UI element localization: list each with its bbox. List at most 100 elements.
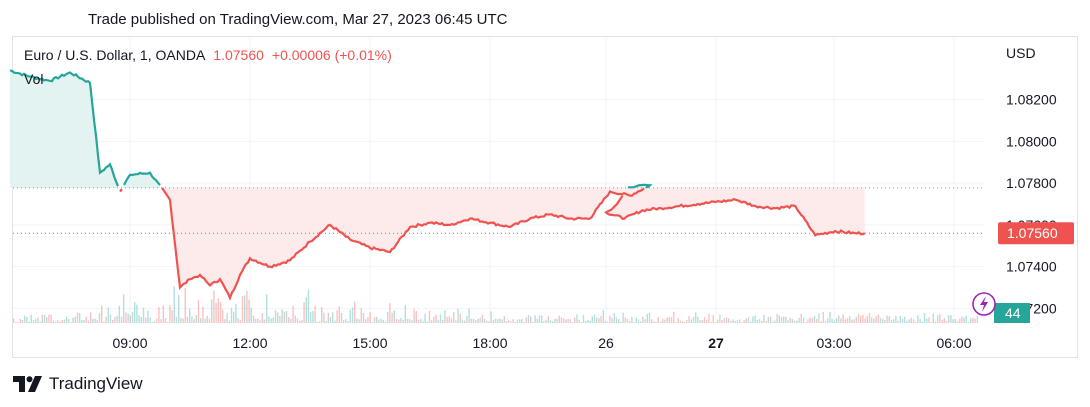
volume-bar <box>32 320 35 323</box>
volume-bar <box>923 313 926 323</box>
volume-bar <box>670 317 673 323</box>
volume-bar <box>197 299 200 323</box>
volume-bar <box>288 317 290 323</box>
volume-bar <box>787 320 789 323</box>
volume-bar <box>917 315 919 323</box>
volume-bar <box>899 316 901 323</box>
volume-bar <box>890 319 893 323</box>
volume-bar <box>358 319 360 323</box>
volume-bar <box>37 317 39 323</box>
volume-bar <box>532 321 534 323</box>
volume-bar <box>752 316 754 323</box>
volume-bar <box>191 316 193 323</box>
volume-bar <box>217 298 219 323</box>
volume-bar <box>879 318 882 323</box>
volume-bar <box>437 320 439 323</box>
volume-bar <box>15 322 17 323</box>
volume-bar <box>961 316 963 323</box>
volume-bar <box>398 319 400 323</box>
volume-bar <box>816 318 818 323</box>
volume-bar <box>919 318 921 323</box>
volume-bar <box>50 314 52 323</box>
volume-bar <box>516 319 519 323</box>
volume-bar <box>35 318 37 323</box>
volume-bar <box>820 321 822 323</box>
volume-bar <box>675 322 677 323</box>
y-axis: 1.082001.080001.078001.076001.074001.072… <box>1006 92 1057 317</box>
volume-bar <box>450 318 453 323</box>
volume-bar <box>426 321 428 323</box>
volume-bar <box>129 315 131 323</box>
volume-bar <box>96 319 98 323</box>
volume-bar <box>486 320 488 323</box>
volume-bar <box>103 321 105 323</box>
volume-bar <box>626 318 629 323</box>
volume-bar <box>475 320 477 323</box>
volume-bar <box>492 319 494 323</box>
volume-bar <box>356 318 358 323</box>
volume-bar <box>512 319 514 323</box>
volume-bar <box>409 319 411 323</box>
volume-bar <box>461 319 464 323</box>
volume-bar <box>974 318 976 323</box>
volume-bar <box>556 318 558 323</box>
volume-bar <box>719 314 721 323</box>
volume-bar <box>536 318 538 323</box>
x-tick-label: 03:00 <box>816 335 851 351</box>
volume-bar <box>587 319 589 323</box>
volume-bar <box>285 310 288 323</box>
volume-bar <box>686 320 688 323</box>
volume-bar <box>941 319 943 323</box>
volume-bar <box>263 319 266 323</box>
volume-bar <box>569 319 571 323</box>
volume-bar <box>629 320 631 323</box>
volume-bar <box>567 318 569 323</box>
volume-bar <box>149 317 151 323</box>
volume-bar <box>290 318 292 323</box>
volume-bar <box>46 316 48 323</box>
volume-bar <box>21 320 24 323</box>
volume-bar <box>706 320 708 323</box>
volume-bar <box>930 322 932 323</box>
volume-bar <box>906 320 908 323</box>
volume-bar <box>400 318 402 323</box>
volume-bar <box>664 319 666 323</box>
volume-bar <box>444 310 446 323</box>
volume-bar <box>235 303 237 323</box>
volume-bar <box>838 315 840 323</box>
volume-bar <box>637 319 640 323</box>
lightning-icon[interactable] <box>972 292 996 316</box>
volume-bar <box>538 315 541 323</box>
volume-bar <box>860 315 862 323</box>
x-tick-label: 06:00 <box>936 335 971 351</box>
volume-bar <box>868 313 871 323</box>
volume-bar <box>211 299 213 323</box>
volume-bar <box>360 308 362 323</box>
volume-bar <box>208 318 211 323</box>
volume-bar <box>354 301 356 323</box>
volume-bar <box>239 319 241 323</box>
volume-bar <box>666 317 668 323</box>
brand-name: TradingView <box>49 374 143 393</box>
volume-bar <box>147 310 149 323</box>
volume-bar <box>43 314 46 323</box>
volume-bar <box>140 316 142 323</box>
volume-bar <box>846 318 849 323</box>
volume-bar <box>393 310 395 323</box>
volume-bar <box>789 317 791 323</box>
volume-bar <box>237 318 239 323</box>
volume-bar <box>442 319 444 323</box>
volume-bar <box>642 316 644 323</box>
price-change: +0.00006 (+0.01%) <box>271 47 392 63</box>
volume-bar <box>644 319 646 323</box>
x-tick-label: 15:00 <box>352 335 387 351</box>
volume-bar <box>182 318 184 323</box>
volume-bar <box>228 320 230 323</box>
volume-bar <box>413 309 415 323</box>
price-chart[interactable]: 1.082001.080001.078001.076001.074001.072… <box>0 0 1090 370</box>
volume-bar <box>87 320 90 323</box>
volume-bar <box>807 319 809 323</box>
footer-brand[interactable]: TradingView <box>13 374 143 394</box>
volume-bar <box>829 311 831 323</box>
volume-bar <box>873 318 875 323</box>
